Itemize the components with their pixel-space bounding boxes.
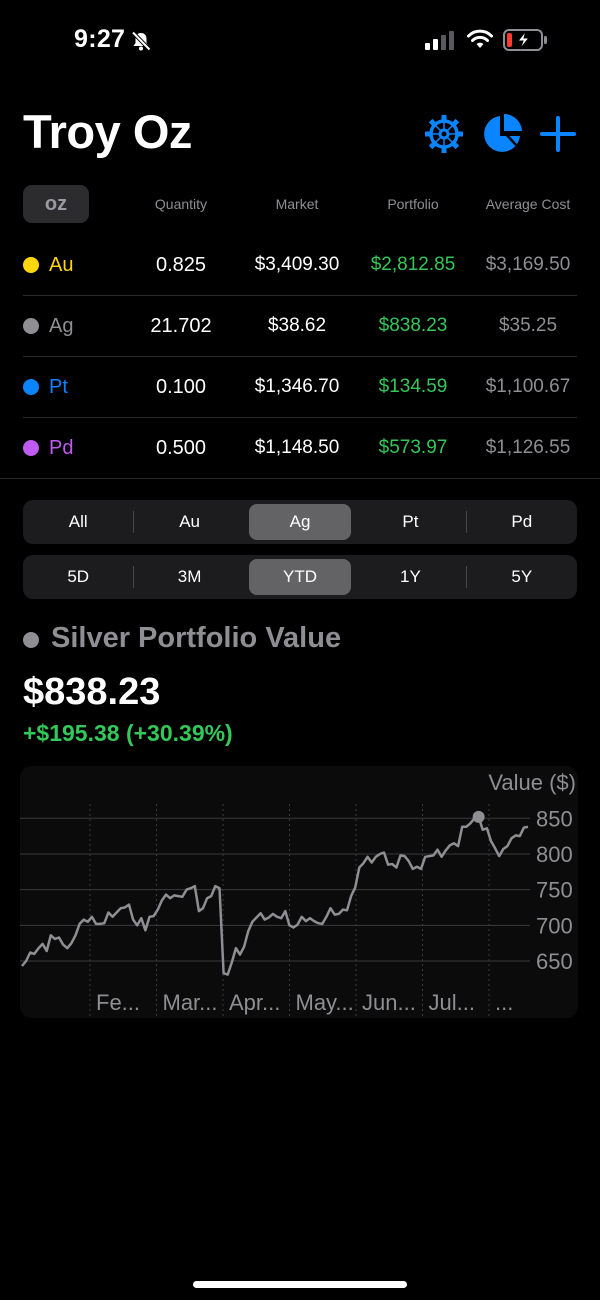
quantity-value: 0.500 [155,436,207,459]
x-tick-label: Apr... [229,990,280,1015]
x-tick-label: May... [296,990,354,1015]
silver-indicator-dot [23,632,39,648]
market-value: $1,346.70 [254,376,340,397]
segment-divider [133,566,135,588]
palladium-color-dot [23,440,39,456]
segment-ytd[interactable]: YTD [248,559,352,595]
segment-ag[interactable]: Ag [248,504,352,540]
table-row-ag[interactable]: Ag 21.702 $38.62 $838.23 $35.25 [23,296,577,356]
x-tick-label: Jul... [429,990,475,1015]
segment-3m[interactable]: 3M [177,567,202,586]
metal-segmented-control: All Au Ag Pt Pd [23,500,577,544]
average-cost-value: $35.25 [498,315,558,336]
x-tick-label: ... [495,990,513,1015]
average-cost-value: $3,169.50 [485,254,571,275]
status-time: 9:27 [74,25,126,53]
column-header-average-cost: Average Cost [485,196,571,212]
cellular-signal-icon [425,31,454,50]
row-divider [23,417,577,418]
average-cost-value: $1,100.67 [485,376,571,397]
column-header-portfolio: Portfolio [387,196,439,212]
unit-toggle-button[interactable]: oz [23,185,89,223]
segment-au[interactable]: Au [179,512,200,531]
metal-symbol: Pd [49,436,74,459]
metal-symbol: Au [49,253,74,276]
page-title: Troy Oz [23,105,192,158]
y-tick-label: 800 [536,842,573,867]
table-row-au[interactable]: Au 0.825 $3,409.30 $2,812.85 $3,169.50 [23,235,577,295]
x-tick-label: Jun... [362,990,416,1015]
portfolio-value: $573.97 [378,437,448,458]
quantity-value: 0.825 [155,253,207,276]
platinum-color-dot [23,379,39,395]
portfolio-value-total: $838.23 [23,671,161,713]
market-value: $38.62 [267,315,327,336]
chart-container [20,766,578,1018]
average-cost-value: $1,126.55 [485,437,571,458]
table-row-pt[interactable]: Pt 0.100 $1,346.70 $134.59 $1,100.67 [23,357,577,417]
segment-5d[interactable]: 5D [67,567,90,586]
column-header-market: Market [275,196,319,212]
series-line [21,815,529,976]
column-header-quantity: Quantity [154,196,208,212]
highlight-point [472,810,485,823]
y-tick-label: 700 [536,913,573,938]
table-row-pd[interactable]: Pd 0.500 $1,148.50 $573.97 $1,126.55 [23,418,577,478]
section-divider [0,478,600,479]
gear-icon[interactable] [422,112,466,156]
gold-color-dot [23,257,39,273]
silver-color-dot [23,318,39,334]
segment-pt[interactable]: Pt [402,512,419,531]
plus-icon[interactable] [536,112,580,156]
y-axis-label: Value ($) [488,770,576,795]
metal-symbol: Ag [49,314,74,337]
quantity-value: 21.702 [150,314,212,337]
segment-divider [133,511,135,533]
segment-divider [465,511,467,533]
bell-slash-icon [131,31,151,51]
pie-chart-icon[interactable] [480,112,524,156]
market-value: $3,409.30 [254,254,340,275]
range-segmented-control: 5D 3M YTD 1Y 5Y [23,555,577,599]
row-divider [23,356,577,357]
segment-all[interactable]: All [68,512,88,531]
silver-value-line-chart[interactable]: Value ($) 650 700 750 800 850 Fe... Mar... Apr… [20,766,578,1018]
market-value: $1,148.50 [254,437,340,458]
x-tick-label: Fe... [96,990,140,1015]
portfolio-value-change: +$195.38 (+30.39%) [23,720,233,746]
home-indicator [193,1281,407,1288]
wifi-icon [467,29,493,48]
chart-title: Silver Portfolio Value [51,622,342,654]
segment-pd[interactable]: Pd [511,512,533,531]
x-tick-label: Mar... [163,990,218,1015]
portfolio-value: $2,812.85 [370,254,456,275]
segment-1y[interactable]: 1Y [400,567,421,586]
segment-5y[interactable]: 5Y [511,567,533,586]
portfolio-value: $838.23 [378,315,448,336]
quantity-value: 0.100 [155,375,207,398]
battery-charging-icon [503,29,547,51]
y-tick-label: 750 [536,878,573,903]
row-divider [23,295,577,296]
y-tick-label: 650 [536,949,573,974]
metal-symbol: Pt [49,375,68,398]
y-tick-label: 850 [536,806,573,831]
portfolio-value: $134.59 [378,376,448,397]
segment-divider [465,566,467,588]
